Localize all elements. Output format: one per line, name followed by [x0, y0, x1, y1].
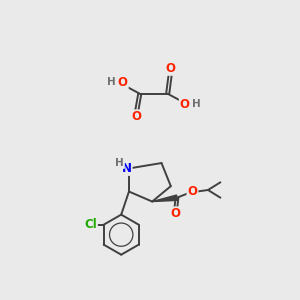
Text: Cl: Cl	[84, 218, 97, 231]
Text: H: H	[192, 99, 201, 109]
Text: O: O	[131, 110, 141, 123]
Text: O: O	[170, 207, 181, 220]
Text: O: O	[180, 98, 190, 111]
Text: O: O	[166, 62, 176, 75]
Polygon shape	[152, 195, 177, 202]
Text: H: H	[107, 77, 116, 87]
Text: O: O	[118, 76, 128, 89]
Text: H: H	[115, 158, 124, 168]
Text: O: O	[188, 185, 197, 198]
Text: N: N	[122, 162, 132, 175]
